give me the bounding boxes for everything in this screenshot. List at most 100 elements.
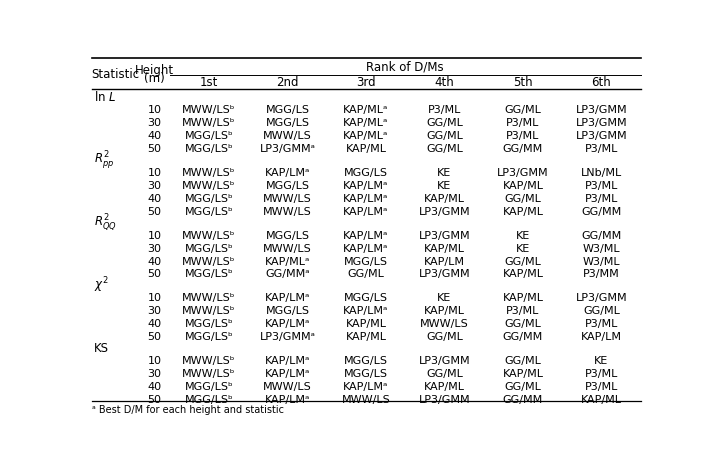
Text: KAP/MLᵃ: KAP/MLᵃ [343, 131, 389, 141]
Text: MGG/LS: MGG/LS [344, 168, 388, 178]
Text: GG/ML: GG/ML [426, 118, 463, 128]
Text: MWW/LS: MWW/LS [263, 131, 312, 141]
Text: 30: 30 [147, 118, 162, 128]
Text: MWW/LSᵇ: MWW/LSᵇ [182, 168, 236, 178]
Text: MGG/LSᵇ: MGG/LSᵇ [184, 207, 233, 217]
Text: P3/ML: P3/ML [428, 105, 461, 115]
Text: 3rd: 3rd [356, 75, 376, 89]
Text: KAP/ML: KAP/ML [503, 181, 543, 191]
Text: (m): (m) [144, 72, 165, 85]
Text: 4th: 4th [435, 75, 454, 89]
Text: MWW/LSᵇ: MWW/LSᵇ [182, 231, 236, 241]
Text: GG/ML: GG/ML [426, 332, 463, 342]
Text: MWW/LS: MWW/LS [263, 207, 312, 217]
Text: MGG/LSᵇ: MGG/LSᵇ [184, 395, 233, 405]
Text: KE: KE [438, 181, 452, 191]
Text: P3/ML: P3/ML [585, 144, 618, 154]
Text: KAP/ML: KAP/ML [345, 319, 387, 329]
Text: KAP/LMᵃ: KAP/LMᵃ [265, 369, 310, 379]
Text: P3/ML: P3/ML [585, 319, 618, 329]
Text: LP3/GMM: LP3/GMM [576, 105, 627, 115]
Text: MWW/LS: MWW/LS [263, 194, 312, 204]
Text: KAP/ML: KAP/ML [503, 207, 543, 217]
Text: LP3/GMM: LP3/GMM [419, 231, 470, 241]
Text: GG/ML: GG/ML [505, 356, 541, 366]
Text: KAP/LM: KAP/LM [424, 257, 465, 266]
Text: MGG/LS: MGG/LS [344, 293, 388, 303]
Text: P3/ML: P3/ML [506, 118, 540, 128]
Text: ᵃ Best D/M for each height and statistic: ᵃ Best D/M for each height and statistic [92, 405, 284, 415]
Text: KE: KE [594, 356, 608, 366]
Text: 6th: 6th [591, 75, 611, 89]
Text: MWW/LS: MWW/LS [263, 382, 312, 392]
Text: 50: 50 [147, 395, 162, 405]
Text: KS: KS [94, 342, 109, 355]
Text: KAP/ML: KAP/ML [503, 293, 543, 303]
Text: GG/ML: GG/ML [505, 319, 541, 329]
Text: KAP/LMᵃ: KAP/LMᵃ [265, 319, 310, 329]
Text: MGG/LSᵇ: MGG/LSᵇ [184, 144, 233, 154]
Text: 50: 50 [147, 207, 162, 217]
Text: 10: 10 [147, 293, 162, 303]
Text: KAP/LMᵃ: KAP/LMᵃ [343, 306, 389, 316]
Text: GG/MM: GG/MM [503, 144, 543, 154]
Text: 1st: 1st [199, 75, 218, 89]
Text: MGG/LSᵇ: MGG/LSᵇ [184, 382, 233, 392]
Text: MGG/LSᵇ: MGG/LSᵇ [184, 332, 233, 342]
Text: MGG/LS: MGG/LS [265, 306, 310, 316]
Text: LP3/GMM: LP3/GMM [419, 395, 470, 405]
Text: MGG/LS: MGG/LS [344, 369, 388, 379]
Text: KAP/ML: KAP/ML [503, 369, 543, 379]
Text: 40: 40 [147, 257, 162, 266]
Text: KE: KE [516, 231, 530, 241]
Text: LP3/GMM: LP3/GMM [419, 207, 470, 217]
Text: KAP/MLᵃ: KAP/MLᵃ [343, 118, 389, 128]
Text: GG/ML: GG/ML [347, 269, 385, 279]
Text: KAP/LMᵃ: KAP/LMᵃ [343, 207, 389, 217]
Text: KAP/LMᵃ: KAP/LMᵃ [343, 243, 389, 254]
Text: MGG/LSᵇ: MGG/LSᵇ [184, 243, 233, 254]
Text: MGG/LSᵇ: MGG/LSᵇ [184, 319, 233, 329]
Text: MGG/LSᵇ: MGG/LSᵇ [184, 269, 233, 279]
Text: KE: KE [438, 293, 452, 303]
Text: LP3/GMM: LP3/GMM [419, 356, 470, 366]
Text: GG/MM: GG/MM [581, 207, 621, 217]
Text: KAP/LMᵃ: KAP/LMᵃ [265, 395, 310, 405]
Text: MWW/LSᵇ: MWW/LSᵇ [182, 369, 236, 379]
Text: GG/ML: GG/ML [426, 144, 463, 154]
Text: P3/ML: P3/ML [506, 131, 540, 141]
Text: P3/ML: P3/ML [585, 369, 618, 379]
Text: GG/ML: GG/ML [505, 105, 541, 115]
Text: MWW/LS: MWW/LS [263, 243, 312, 254]
Text: 30: 30 [147, 306, 162, 316]
Text: KAP/MLᵃ: KAP/MLᵃ [343, 105, 389, 115]
Text: KAP/LMᵃ: KAP/LMᵃ [265, 356, 310, 366]
Text: LP3/GMM: LP3/GMM [497, 168, 549, 178]
Text: KAP/ML: KAP/ML [345, 332, 387, 342]
Text: MWW/LSᵇ: MWW/LSᵇ [182, 356, 236, 366]
Text: 10: 10 [147, 231, 162, 241]
Text: LP3/GMM: LP3/GMM [576, 293, 627, 303]
Text: GG/ML: GG/ML [426, 369, 463, 379]
Text: MWW/LSᵇ: MWW/LSᵇ [182, 293, 236, 303]
Text: $\chi^2$: $\chi^2$ [94, 276, 109, 295]
Text: 10: 10 [147, 356, 162, 366]
Text: LNb/ML: LNb/ML [581, 168, 622, 178]
Text: KAP/ML: KAP/ML [424, 382, 465, 392]
Text: LP3/GMM: LP3/GMM [576, 131, 627, 141]
Text: MGG/LS: MGG/LS [344, 257, 388, 266]
Text: MGG/LS: MGG/LS [265, 181, 310, 191]
Text: KE: KE [438, 168, 452, 178]
Text: P3/ML: P3/ML [585, 181, 618, 191]
Text: MGG/LS: MGG/LS [265, 118, 310, 128]
Text: GG/ML: GG/ML [583, 306, 620, 316]
Text: W3/ML: W3/ML [583, 257, 621, 266]
Text: LP3/GMMᵃ: LP3/GMMᵃ [260, 144, 315, 154]
Text: W3/ML: W3/ML [583, 243, 621, 254]
Text: MGG/LS: MGG/LS [344, 356, 388, 366]
Text: 10: 10 [147, 105, 162, 115]
Text: 30: 30 [147, 181, 162, 191]
Text: LP3/GMM: LP3/GMM [576, 118, 627, 128]
Text: P3/ML: P3/ML [506, 306, 540, 316]
Text: Statistic: Statistic [92, 68, 139, 81]
